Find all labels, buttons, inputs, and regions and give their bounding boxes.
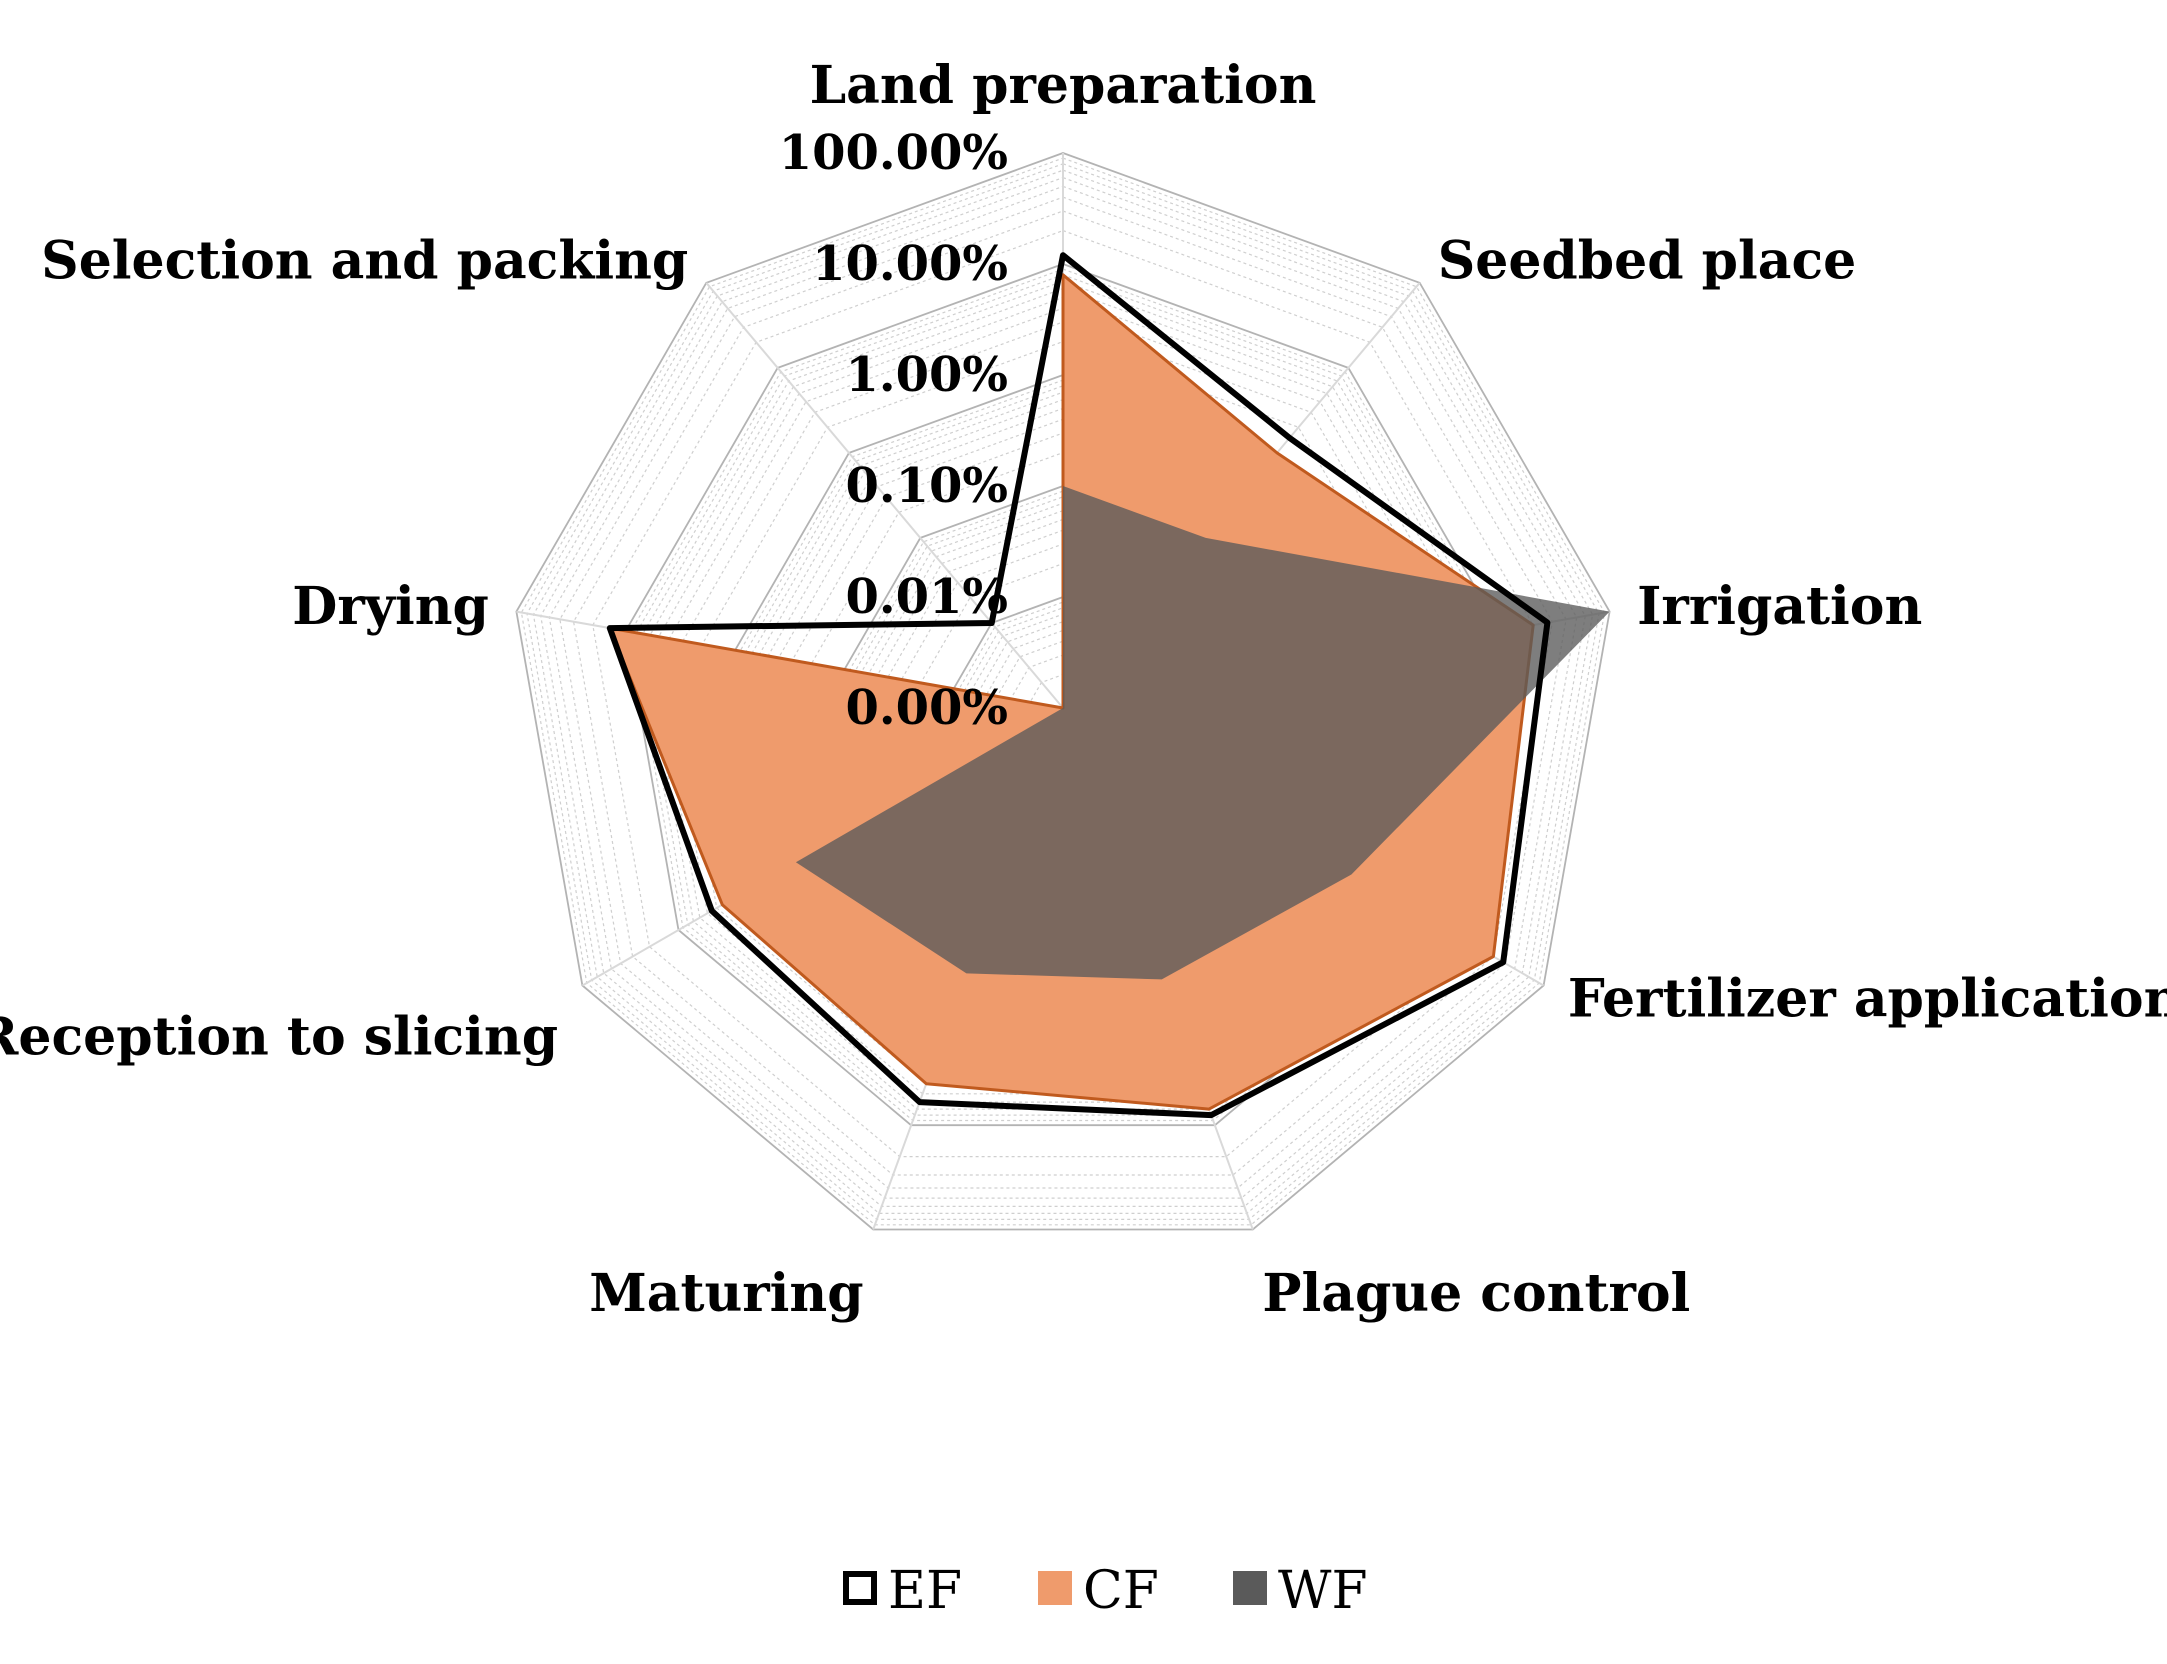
category-label: Irrigation [1637, 576, 1922, 637]
minor-grid-ring [649, 287, 1477, 1103]
legend-label: WF [1278, 1561, 1368, 1621]
tick-label: 1.00% [845, 347, 1008, 403]
minor-grid-ring [592, 229, 1534, 1158]
category-label: Plague control [1262, 1263, 1690, 1324]
minor-grid-ring [559, 196, 1567, 1189]
tick-label: 0.10% [845, 458, 1008, 514]
major-grid-ring [515, 152, 1611, 1231]
category-label: Land preparation [810, 55, 1317, 116]
series-ef-outline [606, 252, 1551, 1119]
major-grid-ring [624, 263, 1502, 1127]
minor-grid-ring [526, 163, 1600, 1221]
category-labels: Land preparation Seedbed place Irrigation F… [0, 55, 2167, 1324]
minor-grid-ring [701, 340, 1425, 1053]
tick-label: 100.00% [779, 125, 1008, 181]
minor-grid-ring [540, 176, 1586, 1208]
tick-label: 0.01% [845, 569, 1008, 625]
tick-label: 10.00% [812, 236, 1008, 292]
series-wf-area [795, 486, 1610, 980]
category-label: Fertilizer application [1568, 969, 2167, 1030]
minor-grid-ring [630, 268, 1496, 1122]
minor-grid-ring [635, 274, 1491, 1116]
legend-label: CF [1083, 1561, 1159, 1621]
minor-grid-ring [520, 157, 1606, 1226]
category-label: Reception to slicing [0, 1007, 558, 1068]
category-label: Maturing [589, 1263, 863, 1324]
legend-label: EF [888, 1561, 962, 1621]
legend-swatch [843, 1571, 877, 1605]
radar-series [606, 252, 1610, 1119]
legend: EF CF WF [843, 1561, 1368, 1621]
category-label: Seedbed place [1438, 230, 1857, 291]
legend-swatch [1038, 1571, 1072, 1605]
tick-label: 0.00% [845, 680, 1008, 736]
radial-tick-labels: 0.00% 0.01% 0.10% 1.00% 10.00% 100.00% [779, 125, 1008, 736]
category-label: Drying [292, 576, 489, 637]
grid-spoke [705, 282, 1064, 709]
minor-grid-ring [548, 185, 1578, 1199]
category-label: Selection and packing [41, 230, 688, 291]
legend-swatch [1233, 1571, 1267, 1605]
